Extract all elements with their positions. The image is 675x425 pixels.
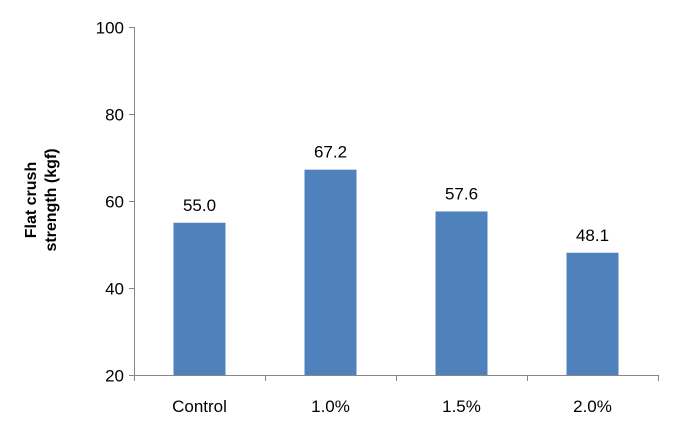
x-tick-label: 1.0% <box>311 397 350 416</box>
x-tick-label: 2.0% <box>573 397 612 416</box>
y-tick-label: 100 <box>96 19 124 38</box>
bar <box>566 252 619 375</box>
data-label: 57.6 <box>445 184 478 203</box>
x-tick-label: Control <box>172 397 227 416</box>
data-label: 67.2 <box>314 143 347 162</box>
y-tick-label: 60 <box>105 193 124 212</box>
data-label: 48.1 <box>576 226 609 245</box>
bar <box>435 211 488 375</box>
axes: 20 40 60 80 100 <box>96 19 659 386</box>
y-axis-title: Flat crush strength (kgf) <box>23 148 60 251</box>
data-label: 55.0 <box>183 196 216 215</box>
labels: 55.0 Control 67.2 1.0% 57.6 1.5% 48.1 2.0% <box>172 143 612 416</box>
bars <box>173 169 619 375</box>
bar <box>173 222 226 375</box>
y-axis-title-line-1: Flat crush <box>23 162 40 238</box>
y-tick-label: 20 <box>105 367 124 386</box>
y-tick-label: 80 <box>105 106 124 125</box>
y-axis-title-line-2: strength (kgf) <box>43 148 60 251</box>
y-tick-label: 40 <box>105 280 124 299</box>
bar <box>304 169 357 375</box>
x-tick-label: 1.5% <box>442 397 481 416</box>
